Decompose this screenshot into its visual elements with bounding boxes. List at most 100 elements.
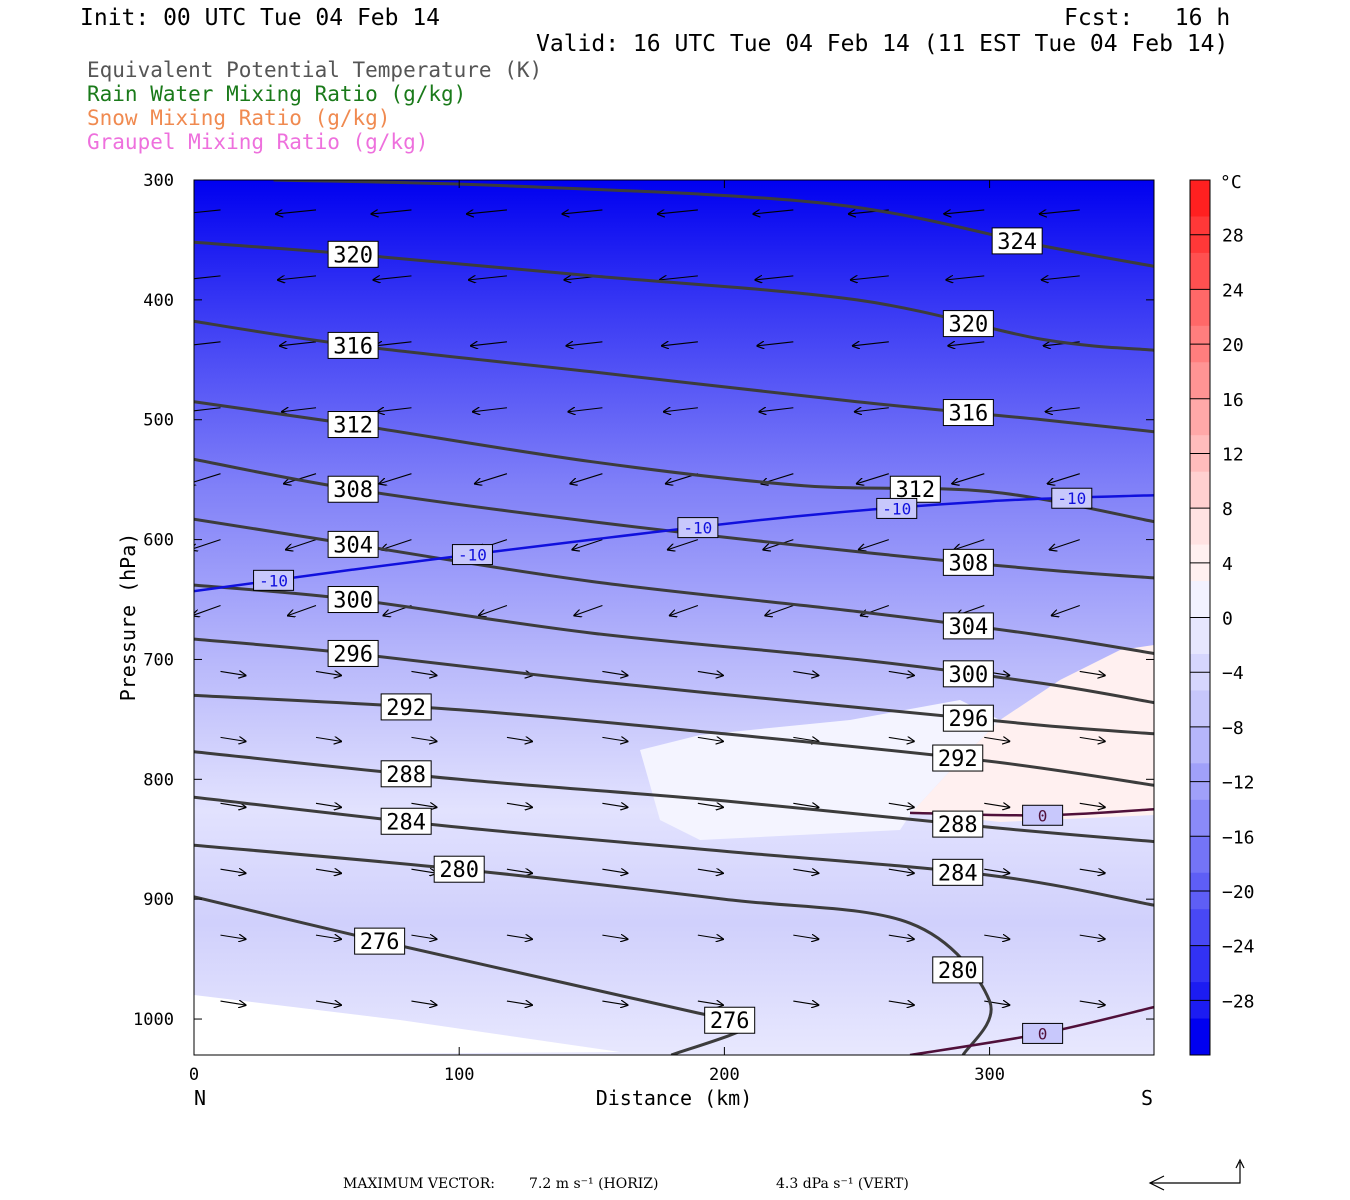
south-end-label: S (1141, 1086, 1153, 1110)
colorbar-tick-label: 8 (1222, 499, 1233, 520)
x-tick-label: 200 (709, 1065, 740, 1085)
theta-e-label-box (932, 858, 984, 886)
wind-vector (220, 671, 246, 675)
wind-vector (1042, 276, 1080, 280)
warm-region-shading (912, 645, 1154, 822)
temperature-label: -10 (683, 519, 712, 538)
wind-vector (984, 935, 1009, 939)
theta-e-label-box (991, 227, 1043, 255)
wind-vector (379, 473, 412, 484)
colorbar-swatch (1190, 252, 1210, 290)
colorbar-tick-label: −8 (1222, 718, 1244, 739)
colorbar-swatch (1190, 836, 1210, 874)
y-tick-label: 900 (143, 890, 174, 910)
theta-e-label-box (932, 810, 984, 838)
wind-vector (411, 803, 436, 807)
wind-vector (757, 342, 794, 346)
wind-vector (984, 869, 1009, 873)
wind-vector (506, 803, 532, 807)
theta-e-label: 300 (333, 589, 373, 614)
temperature-label-box (253, 569, 295, 591)
wind-vector (574, 604, 603, 616)
wind-vector (194, 275, 221, 280)
wind-vector (315, 737, 341, 741)
theta-e-label: 296 (948, 707, 988, 732)
theta-e-label-box (354, 927, 406, 955)
wind-vector (411, 737, 436, 741)
theta-e-label: 284 (938, 861, 978, 886)
theta-e-contour (194, 750, 1154, 844)
wind-vector (948, 342, 985, 346)
wind-vector (602, 671, 627, 675)
contour-labels: 3243203203163163123123083083043043003002… (253, 227, 1093, 1044)
wind-vector (853, 342, 889, 346)
wind-vector (1079, 935, 1105, 939)
wind-vector (280, 342, 317, 346)
wind-vector (602, 737, 627, 741)
x-tick-label: 300 (974, 1065, 1005, 1085)
wind-vector (375, 342, 412, 346)
y-axis-title: Pressure (hPa) (116, 533, 140, 702)
wind-vector (984, 737, 1009, 741)
colorbar-swatch (1190, 362, 1210, 400)
legend-item-graupel: Graupel Mixing Ratio (g/kg) (87, 130, 429, 154)
wind-vector (220, 935, 246, 939)
wind-vector (506, 869, 532, 873)
wind-vector (506, 1001, 532, 1005)
colorbar-swatch (1190, 289, 1210, 327)
wind-vector (944, 210, 985, 214)
theta-e-label-box (380, 807, 432, 835)
colorbar-tick-label: 24 (1222, 280, 1244, 301)
theta-e-label-box (942, 310, 994, 338)
theta-e-label: 296 (333, 642, 373, 667)
theta-e-label-box (704, 1006, 756, 1034)
wind-vector (479, 604, 508, 616)
wind-vector (1040, 210, 1080, 214)
colorbar-tick-label: −4 (1222, 663, 1244, 684)
max-vector-label: MAXIMUM VECTOR: (343, 1176, 495, 1192)
theta-e-label: 288 (386, 763, 426, 788)
wind-vector (220, 869, 246, 873)
wind-vector (765, 604, 794, 616)
colorbar-tick-label: −12 (1222, 773, 1255, 794)
temperature-label-box (1022, 804, 1064, 826)
wind-vector (984, 803, 1009, 807)
theta-e-label: 288 (938, 813, 978, 838)
colorbar-swatch (1190, 726, 1210, 764)
temperature-label-box (1022, 1022, 1064, 1044)
colorbar-tick-label: 20 (1222, 335, 1244, 356)
wind-vector (888, 869, 914, 873)
wind-vector (1080, 1067, 1105, 1071)
wind-vector (697, 671, 723, 675)
wind-vector (411, 869, 436, 873)
wind-vector (471, 342, 507, 346)
wind-vector (316, 1067, 341, 1071)
wind-vector (288, 604, 317, 616)
theta-e-label: 304 (948, 615, 988, 640)
theta-e-label-box (942, 660, 994, 688)
wind-vector (315, 1001, 341, 1005)
theta-e-label-box (942, 399, 994, 427)
temperature-label-box (876, 497, 918, 519)
theta-e-label-box (327, 639, 379, 667)
wind-vector (793, 737, 818, 741)
wind-vector (1052, 604, 1080, 616)
north-end-label: N (194, 1086, 206, 1110)
wind-vector (954, 539, 985, 550)
theta-e-label-box (932, 744, 984, 772)
max-vector-arrow (1148, 1158, 1245, 1191)
theta-e-label-box (433, 855, 485, 883)
axes: 300 400 500 600 700 800 900 1000 0 100 200 300 (133, 171, 1154, 1085)
colorbar: 28 24 20 16 12 8 4 0 −4 −8 −12 −16 −20 −24 −28 (1189, 179, 1255, 1056)
temperature-label: -10 (882, 499, 911, 518)
wind-vector (507, 1067, 532, 1071)
temperature-label: 0 (1038, 1024, 1048, 1043)
legend-item-rain: Rain Water Mixing Ratio (g/kg) (87, 82, 467, 106)
init-label: Init: 00 UTC Tue 04 Feb 14 (80, 5, 441, 31)
y-tick-label: 300 (143, 171, 174, 191)
theta-e-label-box (327, 331, 379, 359)
colorbar-swatch (1190, 909, 1210, 947)
theta-e-contour (194, 843, 993, 1055)
wind-vector (1046, 408, 1080, 412)
wind-vector (658, 210, 698, 214)
